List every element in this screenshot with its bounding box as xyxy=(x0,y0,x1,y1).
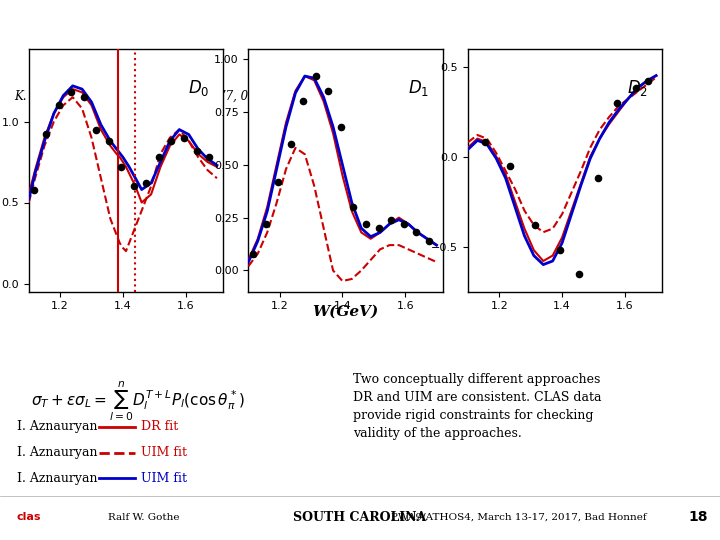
Point xyxy=(91,125,102,134)
Point xyxy=(530,221,541,230)
Point xyxy=(505,161,516,170)
Point xyxy=(103,137,114,145)
Text: PWA9/ATHOS4, March 13-17, 2017, Bad Honnef: PWA9/ATHOS4, March 13-17, 2017, Bad Honn… xyxy=(390,512,647,522)
Point xyxy=(248,249,259,258)
Text: Legendre Moments of Unpolarized Structure Functions: Legendre Moments of Unpolarized Structur… xyxy=(14,21,720,44)
Point xyxy=(166,137,177,145)
Point xyxy=(140,179,152,187)
Text: Two conceptually different approaches
DR and UIM are consistent. CLAS data
provi: Two conceptually different approaches DR… xyxy=(353,373,601,440)
Point xyxy=(40,130,52,139)
Text: Q²=2.05GeV²: Q²=2.05GeV² xyxy=(305,111,415,126)
Text: I. Aznauryan: I. Aznauryan xyxy=(17,420,98,433)
Point xyxy=(642,77,654,85)
Point xyxy=(611,98,623,107)
Text: UIM fit: UIM fit xyxy=(141,446,187,459)
Text: clas: clas xyxy=(17,512,41,522)
Point xyxy=(630,84,642,92)
Text: K. Park et al. (CLAS), Phys. Rev. C77, 015208 (2008): K. Park et al. (CLAS), Phys. Rev. C77, 0… xyxy=(14,90,329,103)
Point xyxy=(410,228,422,237)
Point xyxy=(323,86,334,95)
Point xyxy=(593,174,604,183)
Point xyxy=(115,163,127,171)
Text: Ralf W. Gothe: Ralf W. Gothe xyxy=(108,512,180,522)
Text: $D_2$: $D_2$ xyxy=(627,78,649,98)
Point xyxy=(66,88,77,97)
Point xyxy=(179,133,190,142)
Text: I. Aznauryan: I. Aznauryan xyxy=(17,446,98,459)
Point xyxy=(310,72,322,80)
Text: UIM fit: UIM fit xyxy=(141,472,187,485)
Point xyxy=(574,269,585,278)
Point xyxy=(203,153,215,161)
Point xyxy=(335,123,346,131)
Point xyxy=(554,246,566,254)
Point xyxy=(285,139,297,148)
Point xyxy=(28,185,40,194)
Point xyxy=(297,97,309,106)
Text: $\sigma_T + \epsilon\sigma_L = \sum_{l=0}^{n} D_l^{T+L} P_l(\cos\theta_\pi^*)$: $\sigma_T + \epsilon\sigma_L = \sum_{l=0… xyxy=(30,380,245,423)
Text: I. Aznauryan: I. Aznauryan xyxy=(17,472,98,485)
Point xyxy=(360,220,372,228)
Point xyxy=(191,146,202,155)
Text: DR fit: DR fit xyxy=(141,420,179,433)
Text: SOUTH CAROLINA: SOUTH CAROLINA xyxy=(293,510,427,524)
Point xyxy=(480,138,491,146)
Point xyxy=(348,202,359,211)
Point xyxy=(423,237,434,245)
Text: $D_0$: $D_0$ xyxy=(188,78,210,98)
Point xyxy=(78,93,89,102)
Point xyxy=(260,220,271,228)
Point xyxy=(398,220,410,228)
Text: W(GeV): W(GeV) xyxy=(312,305,379,319)
Point xyxy=(385,215,397,224)
Point xyxy=(373,224,384,233)
Text: 18: 18 xyxy=(688,510,708,524)
Point xyxy=(153,153,165,161)
Text: $D_1$: $D_1$ xyxy=(408,78,429,98)
Point xyxy=(53,101,64,110)
Point xyxy=(128,182,140,191)
Point xyxy=(272,178,284,186)
